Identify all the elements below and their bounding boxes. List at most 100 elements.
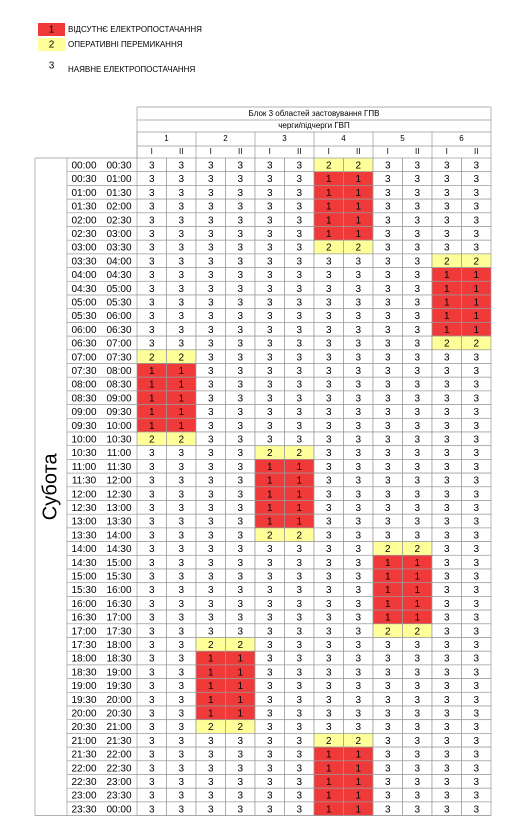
legend-label: ВІДСУТНЄ ЕЛЕКТРОПОСТАЧАННЯ (68, 25, 202, 34)
cell-value: 3 (237, 325, 243, 336)
cell-value: 1 (355, 229, 361, 240)
cell-value: 3 (326, 352, 332, 363)
time-to: 21:00 (106, 722, 131, 733)
time-from: 12:30 (71, 503, 96, 514)
cell-value: 3 (414, 722, 420, 733)
cell-value: 3 (385, 517, 391, 528)
cell-value: 3 (414, 750, 420, 761)
cell-value: 3 (149, 339, 155, 350)
cell-value: 3 (355, 599, 361, 610)
time-from: 17:30 (71, 640, 96, 651)
cell-value: 3 (208, 188, 214, 199)
cell-value: 3 (149, 763, 155, 774)
cell-value: 3 (267, 311, 273, 322)
time-from: 16:00 (71, 599, 96, 610)
cell-value: 1 (296, 476, 302, 487)
cell-value: 3 (208, 791, 214, 802)
cell-value: 3 (178, 256, 184, 267)
cell-value: 3 (385, 243, 391, 254)
subgroup-label: I (328, 147, 330, 156)
time-from: 01:00 (71, 188, 96, 199)
time-from: 11:30 (72, 476, 97, 487)
cell-value: 3 (444, 722, 450, 733)
cell-value: 1 (473, 297, 479, 308)
cell-value: 3 (178, 763, 184, 774)
cell-value: 3 (385, 229, 391, 240)
cell-value: 3 (208, 421, 214, 432)
cell-value: 3 (237, 544, 243, 555)
cell-value: 3 (414, 243, 420, 254)
time-from: 16:30 (71, 613, 96, 624)
cell-value: 2 (385, 626, 391, 637)
cell-value: 3 (444, 366, 450, 377)
cell-value: 3 (149, 626, 155, 637)
cell-value: 1 (267, 503, 273, 514)
time-to: 22:30 (106, 763, 131, 774)
cell-value: 3 (326, 654, 332, 665)
cell-value: 3 (237, 503, 243, 514)
cell-value: 3 (296, 270, 302, 281)
table-title: Блок 3 областей застовування ГПВ (249, 109, 380, 118)
cell-value: 3 (473, 626, 479, 637)
cell-value: 3 (296, 174, 302, 185)
cell-value: 3 (355, 640, 361, 651)
cell-value: 3 (208, 160, 214, 171)
cell-value: 3 (149, 503, 155, 514)
cell-value: 3 (296, 804, 302, 815)
cell-value: 3 (473, 503, 479, 514)
cell-value: 1 (149, 421, 155, 432)
cell-value: 3 (326, 667, 332, 678)
cell-value: 3 (473, 352, 479, 363)
cell-value: 3 (473, 407, 479, 418)
cell-value: 3 (178, 311, 184, 322)
cell-value: 3 (149, 804, 155, 815)
subgroup-label: II (179, 147, 183, 156)
cell-value: 3 (326, 462, 332, 473)
cell-value: 3 (355, 393, 361, 404)
cell-value: 2 (296, 448, 302, 459)
cell-value: 3 (414, 202, 420, 213)
cell-value: 3 (267, 777, 273, 788)
cell-value: 3 (326, 407, 332, 418)
time-to: 10:30 (106, 434, 131, 445)
time-from: 22:00 (71, 763, 96, 774)
cell-value: 3 (355, 407, 361, 418)
cell-value: 3 (385, 380, 391, 391)
cell-value: 3 (149, 489, 155, 500)
cell-value: 3 (267, 654, 273, 665)
cell-value: 3 (267, 763, 273, 774)
cell-value: 3 (296, 380, 302, 391)
cell-value: 3 (237, 380, 243, 391)
cell-value: 3 (326, 421, 332, 432)
cell-value: 3 (296, 571, 302, 582)
cell-value: 3 (414, 421, 420, 432)
cell-value: 3 (149, 476, 155, 487)
time-to: 13:30 (106, 517, 131, 528)
cell-value: 3 (444, 695, 450, 706)
cell-value: 1 (355, 791, 361, 802)
time-from: 10:00 (71, 434, 96, 445)
subgroup-label: I (446, 147, 448, 156)
cell-value: 3 (296, 613, 302, 624)
cell-value: 3 (444, 681, 450, 692)
cell-value: 3 (237, 202, 243, 213)
cell-value: 3 (237, 530, 243, 541)
cell-value: 1 (355, 763, 361, 774)
cell-value: 3 (414, 681, 420, 692)
cell-value: 3 (267, 270, 273, 281)
cell-value: 3 (385, 791, 391, 802)
cell-value: 3 (149, 708, 155, 719)
cell-value: 3 (267, 640, 273, 651)
time-from: 09:30 (71, 421, 96, 432)
cell-value: 3 (237, 434, 243, 445)
cell-value: 3 (385, 695, 391, 706)
time-to: 09:00 (106, 393, 131, 404)
group-label: 2 (223, 134, 228, 143)
time-to: 19:00 (106, 667, 131, 678)
time-from: 07:00 (71, 352, 96, 363)
cell-value: 1 (208, 654, 214, 665)
subgroup-label: II (474, 147, 478, 156)
cell-value: 3 (414, 215, 420, 226)
cell-value: 3 (267, 256, 273, 267)
